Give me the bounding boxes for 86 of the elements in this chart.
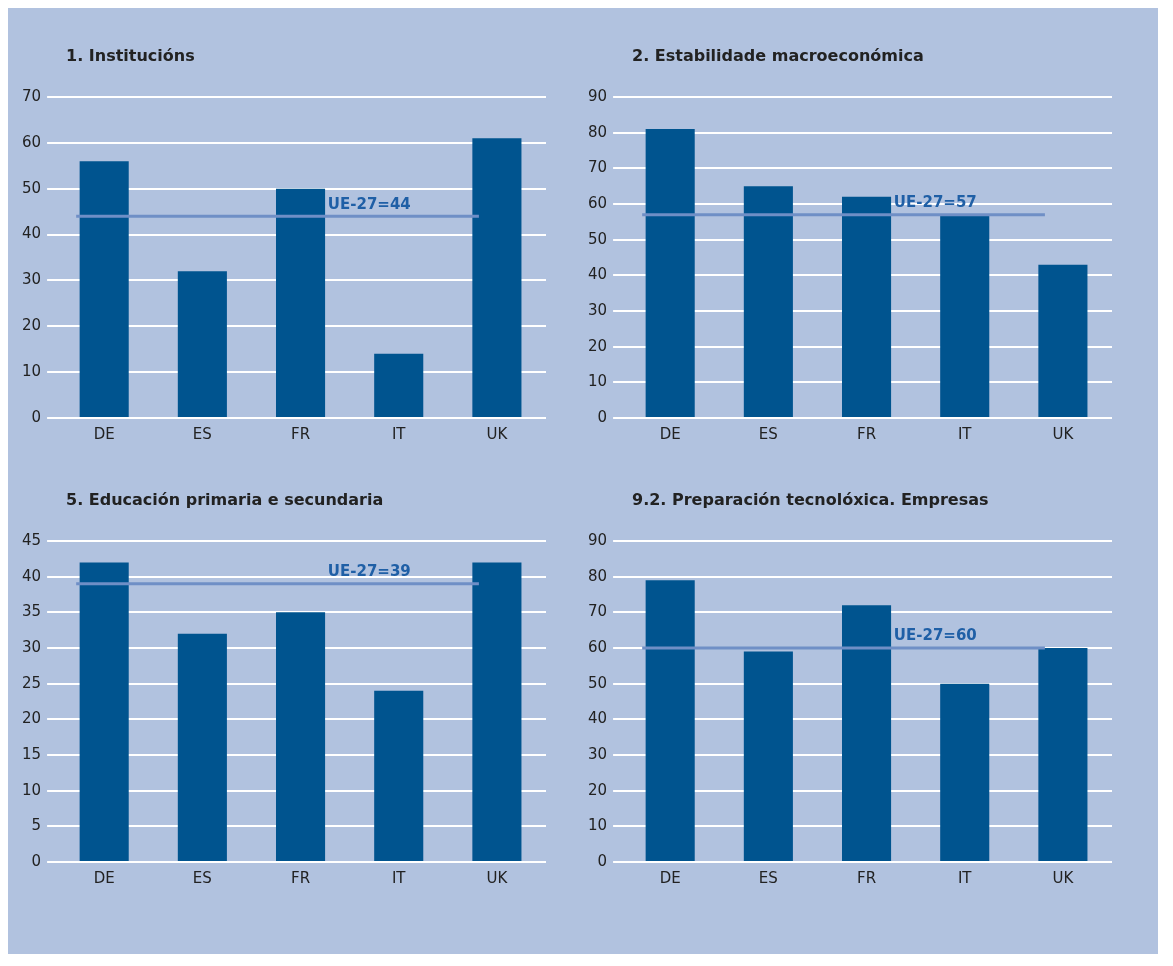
y-tick-label: 15 bbox=[21, 744, 42, 763]
ref-line-label: UE-27=44 bbox=[327, 194, 411, 213]
bar bbox=[1038, 648, 1088, 861]
y-tick-label: 0 bbox=[597, 407, 608, 426]
y-tick-label: 10 bbox=[587, 372, 608, 391]
y-tick-label: 80 bbox=[587, 566, 608, 585]
chart-title: 1. Institucións bbox=[66, 46, 196, 66]
y-tick-label: 20 bbox=[587, 336, 608, 355]
ref-line-label: UE-27=57 bbox=[893, 193, 977, 212]
x-tick-label: ES bbox=[758, 424, 778, 443]
bar bbox=[276, 188, 326, 417]
y-tick-label: 60 bbox=[587, 637, 608, 656]
y-tick-label: 25 bbox=[21, 673, 42, 692]
y-tick-label: 50 bbox=[587, 229, 608, 248]
x-tick-label: FR bbox=[857, 424, 877, 443]
y-tick-label: 45 bbox=[21, 530, 42, 549]
chart-title: 5. Educación primaria e secundaria bbox=[66, 490, 385, 510]
y-tick-label: 10 bbox=[21, 362, 42, 381]
x-tick-label: DE bbox=[659, 424, 681, 443]
bar bbox=[645, 580, 695, 861]
y-tick-label: 10 bbox=[21, 780, 42, 799]
y-tick-label: 60 bbox=[587, 193, 608, 212]
y-tick-label: 70 bbox=[587, 158, 608, 177]
y-tick-label: 70 bbox=[21, 86, 42, 105]
y-tick-label: 20 bbox=[587, 780, 608, 799]
y-tick-label: 0 bbox=[31, 851, 42, 870]
x-tick-label: ES bbox=[192, 424, 212, 443]
x-tick-label: IT bbox=[957, 424, 973, 443]
x-tick-label: FR bbox=[857, 868, 877, 887]
bar bbox=[842, 605, 892, 861]
x-tick-label: UK bbox=[1052, 424, 1075, 443]
y-tick-label: 90 bbox=[587, 530, 608, 549]
chart-title: 2. Estabilidade macroeconómica bbox=[632, 46, 925, 66]
y-tick-label: 5 bbox=[31, 816, 42, 835]
bar bbox=[374, 353, 424, 417]
x-tick-label: ES bbox=[192, 868, 212, 887]
y-tick-label: 80 bbox=[587, 122, 608, 141]
x-tick-label: DE bbox=[659, 868, 681, 887]
bar bbox=[743, 651, 793, 861]
y-tick-label: 30 bbox=[21, 270, 42, 289]
bar bbox=[374, 690, 424, 861]
y-tick-label: 40 bbox=[21, 566, 42, 585]
bar bbox=[1038, 264, 1088, 417]
ref-line-label: UE-27=60 bbox=[893, 626, 977, 645]
y-tick-label: 90 bbox=[587, 86, 608, 105]
x-tick-label: IT bbox=[391, 868, 407, 887]
y-tick-label: 60 bbox=[21, 132, 42, 151]
x-tick-label: FR bbox=[291, 424, 311, 443]
y-tick-label: 35 bbox=[21, 602, 42, 621]
x-tick-label: FR bbox=[291, 868, 311, 887]
bar bbox=[472, 138, 522, 417]
bar bbox=[472, 562, 522, 861]
y-tick-label: 20 bbox=[21, 709, 42, 728]
bar bbox=[79, 562, 129, 861]
y-tick-label: 50 bbox=[587, 673, 608, 692]
bar bbox=[177, 271, 227, 417]
bar bbox=[743, 186, 793, 417]
bar bbox=[79, 161, 129, 417]
x-tick-label: IT bbox=[957, 868, 973, 887]
bar bbox=[940, 214, 990, 417]
bar bbox=[177, 633, 227, 861]
x-tick-label: UK bbox=[1052, 868, 1075, 887]
y-tick-label: 30 bbox=[587, 300, 608, 319]
bar bbox=[645, 129, 695, 417]
y-tick-label: 40 bbox=[587, 709, 608, 728]
y-tick-label: 10 bbox=[587, 816, 608, 835]
y-tick-label: 30 bbox=[21, 637, 42, 656]
bar bbox=[276, 612, 326, 861]
x-tick-label: ES bbox=[758, 868, 778, 887]
x-tick-label: UK bbox=[486, 424, 509, 443]
y-tick-label: 0 bbox=[31, 407, 42, 426]
x-tick-label: UK bbox=[486, 868, 509, 887]
y-tick-label: 0 bbox=[597, 851, 608, 870]
y-tick-label: 30 bbox=[587, 744, 608, 763]
y-tick-label: 40 bbox=[21, 224, 42, 243]
chart-title: 9.2. Preparación tecnolóxica. Empresas bbox=[632, 490, 990, 510]
x-tick-label: IT bbox=[391, 424, 407, 443]
bar bbox=[940, 683, 990, 861]
x-tick-label: DE bbox=[93, 868, 115, 887]
y-tick-label: 70 bbox=[587, 602, 608, 621]
y-tick-label: 20 bbox=[21, 316, 42, 335]
y-tick-label: 50 bbox=[21, 178, 42, 197]
ref-line-label: UE-27=39 bbox=[327, 562, 411, 581]
x-tick-label: DE bbox=[93, 424, 115, 443]
y-tick-label: 40 bbox=[587, 265, 608, 284]
bar bbox=[842, 196, 892, 417]
